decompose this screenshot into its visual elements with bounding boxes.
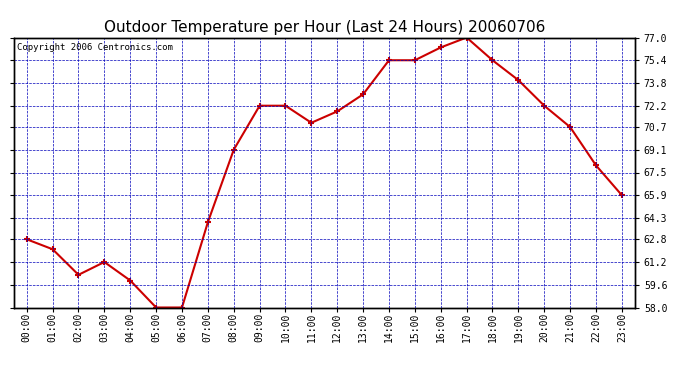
Text: Copyright 2006 Centronics.com: Copyright 2006 Centronics.com <box>17 43 172 52</box>
Title: Outdoor Temperature per Hour (Last 24 Hours) 20060706: Outdoor Temperature per Hour (Last 24 Ho… <box>104 20 545 35</box>
